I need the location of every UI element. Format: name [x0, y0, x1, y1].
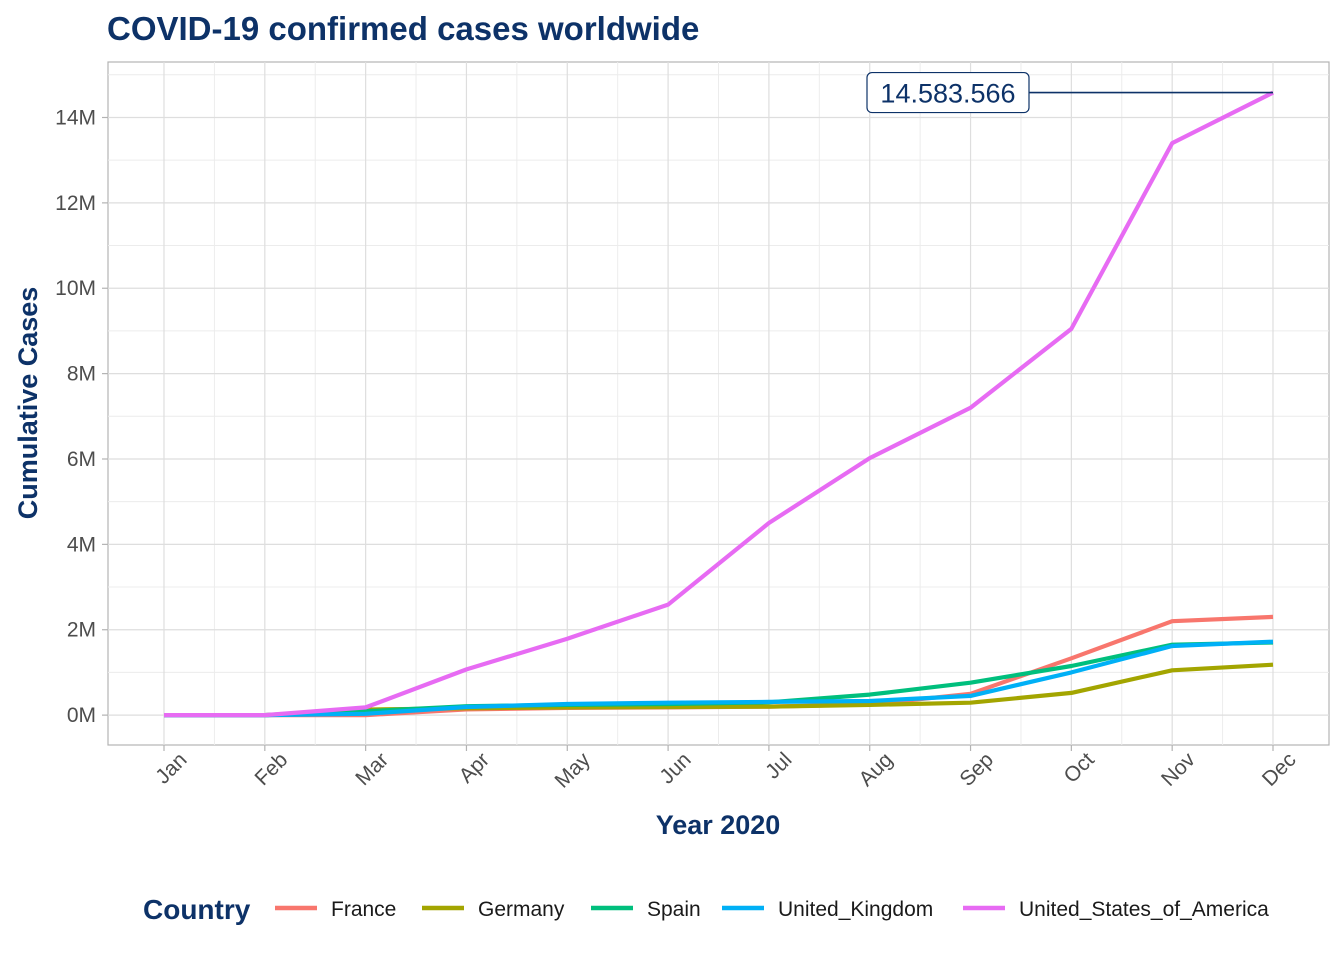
x-tick-label: Dec [1258, 748, 1301, 791]
plot-panel: 14.583.566 [107, 61, 1330, 746]
legend-label: United_States_of_America [1019, 898, 1269, 921]
y-tick-label: 14M [55, 106, 96, 129]
x-tick-label: Feb [251, 748, 293, 790]
legend: Country France Germany Spain United_Kingdom… [143, 894, 1269, 925]
annotation-label: 14.583.566 [880, 79, 1015, 109]
series-line-united-states-of-america [164, 90, 1274, 718]
y-tick-label: 8M [67, 363, 96, 386]
y-tick-label: 2M [67, 619, 96, 642]
series-line-united-kingdom [164, 639, 1274, 718]
x-tick-label: Aug [855, 748, 898, 791]
x-tick-label: Nov [1157, 748, 1200, 791]
x-axis: Jan Feb Mar Apr May Jun Jul Aug Sep Oct Nov Dec [151, 745, 1301, 793]
legend-label: France [331, 898, 396, 921]
x-tick-label: Jul [761, 748, 796, 783]
x-tick-label: Jun [655, 748, 695, 788]
y-axis: 0M 2M 4M 6M 8M 10M 12M 14M [55, 106, 108, 727]
y-tick-label: 4M [67, 533, 96, 556]
grid [108, 62, 1329, 745]
x-tick-label: May [550, 748, 595, 793]
annotation: 14.583.566 [866, 71, 1273, 114]
chart-title: COVID-19 confirmed cases worldwide [107, 10, 699, 47]
x-tick-label: Mar [351, 748, 393, 790]
y-tick-label: 0M [67, 704, 96, 727]
x-tick-label: Sep [955, 748, 998, 791]
legend-label: United_Kingdom [778, 898, 933, 921]
y-axis-title: Cumulative Cases [13, 287, 43, 520]
x-tick-label: Oct [1060, 748, 1099, 787]
x-tick-label: Jan [151, 748, 191, 788]
x-axis-title: Year 2020 [656, 810, 781, 840]
legend-label: Spain [647, 898, 701, 921]
y-tick-label: 6M [67, 448, 96, 471]
annotation-box [866, 71, 1030, 114]
y-tick-label: 10M [55, 277, 96, 300]
y-tick-label: 12M [55, 192, 96, 215]
x-tick-label: Apr [455, 748, 494, 787]
legend-title: Country [143, 894, 251, 925]
legend-label: Germany [478, 898, 565, 921]
series-lines [164, 90, 1274, 718]
